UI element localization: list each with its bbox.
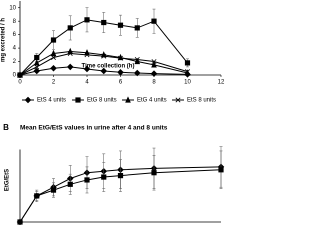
marker (50, 37, 57, 43)
legend-label: EtG 8 units (87, 98, 117, 104)
legend-marker (24, 96, 32, 104)
y-tick-label: 0 (13, 73, 17, 79)
marker (67, 50, 73, 56)
marker (151, 18, 157, 24)
legend-marker (125, 96, 131, 103)
marker (134, 57, 141, 65)
y-tick-label: 4 (13, 46, 17, 52)
marker (50, 49, 57, 57)
chart-title: Mean EtG/EtS values in urine after 4 and… (20, 125, 168, 132)
x-axis-title: Time collection (h) (82, 64, 135, 70)
marker (218, 167, 224, 173)
y-axis-title: EtG/EtS (5, 169, 11, 191)
marker (118, 55, 123, 61)
panel-label: B (3, 123, 9, 132)
marker (33, 67, 41, 75)
marker (34, 64, 40, 70)
marker (151, 170, 157, 176)
marker (17, 219, 23, 225)
y-axis-title: mg excreted / h (1, 18, 7, 62)
y-tick-label: 8 (13, 19, 17, 25)
marker (151, 61, 157, 68)
legend-label: EtG 4 units (137, 98, 167, 104)
marker (67, 25, 73, 31)
marker (67, 181, 73, 187)
marker (184, 60, 191, 66)
legend-marker (75, 97, 81, 103)
x-tick-label: 12 (218, 80, 225, 86)
legend-label: EtS 4 units (37, 98, 66, 104)
marker (117, 69, 124, 76)
marker (117, 172, 124, 179)
y-tick-label: 10 (9, 5, 16, 11)
x-tick-label: 2 (52, 80, 56, 86)
series-line (19, 66, 188, 76)
marker (34, 54, 40, 61)
marker (151, 59, 157, 65)
series-line (19, 19, 188, 76)
marker (50, 65, 57, 72)
marker (84, 17, 90, 23)
marker (101, 53, 107, 59)
marker (101, 174, 107, 180)
marker (101, 19, 107, 26)
x-tick-label: 8 (152, 80, 156, 86)
x-tick-label: 0 (18, 80, 22, 86)
marker (17, 72, 23, 78)
marker (100, 67, 108, 75)
series-line (19, 50, 188, 76)
marker (150, 70, 158, 77)
marker (84, 177, 90, 183)
legend-label: EtS 8 units (187, 98, 216, 104)
y-tick-label: 6 (13, 32, 17, 38)
marker (33, 59, 40, 66)
marker (83, 65, 91, 73)
marker (134, 57, 140, 63)
marker (34, 193, 40, 199)
marker (133, 69, 141, 77)
x-tick-label: 4 (85, 80, 89, 86)
series-line (19, 52, 188, 76)
y-tick-label: 2 (13, 59, 17, 65)
marker (66, 63, 74, 71)
marker (134, 25, 140, 31)
figure: mg excreted / h Time collection (h) B Me… (1, 1, 225, 225)
marker (50, 187, 57, 193)
x-tick-label: 10 (184, 80, 191, 86)
marker (117, 22, 124, 28)
marker (84, 52, 90, 58)
marker (185, 69, 190, 75)
x-tick-label: 6 (119, 80, 123, 86)
legend-marker (175, 97, 181, 103)
marker (51, 55, 56, 60)
